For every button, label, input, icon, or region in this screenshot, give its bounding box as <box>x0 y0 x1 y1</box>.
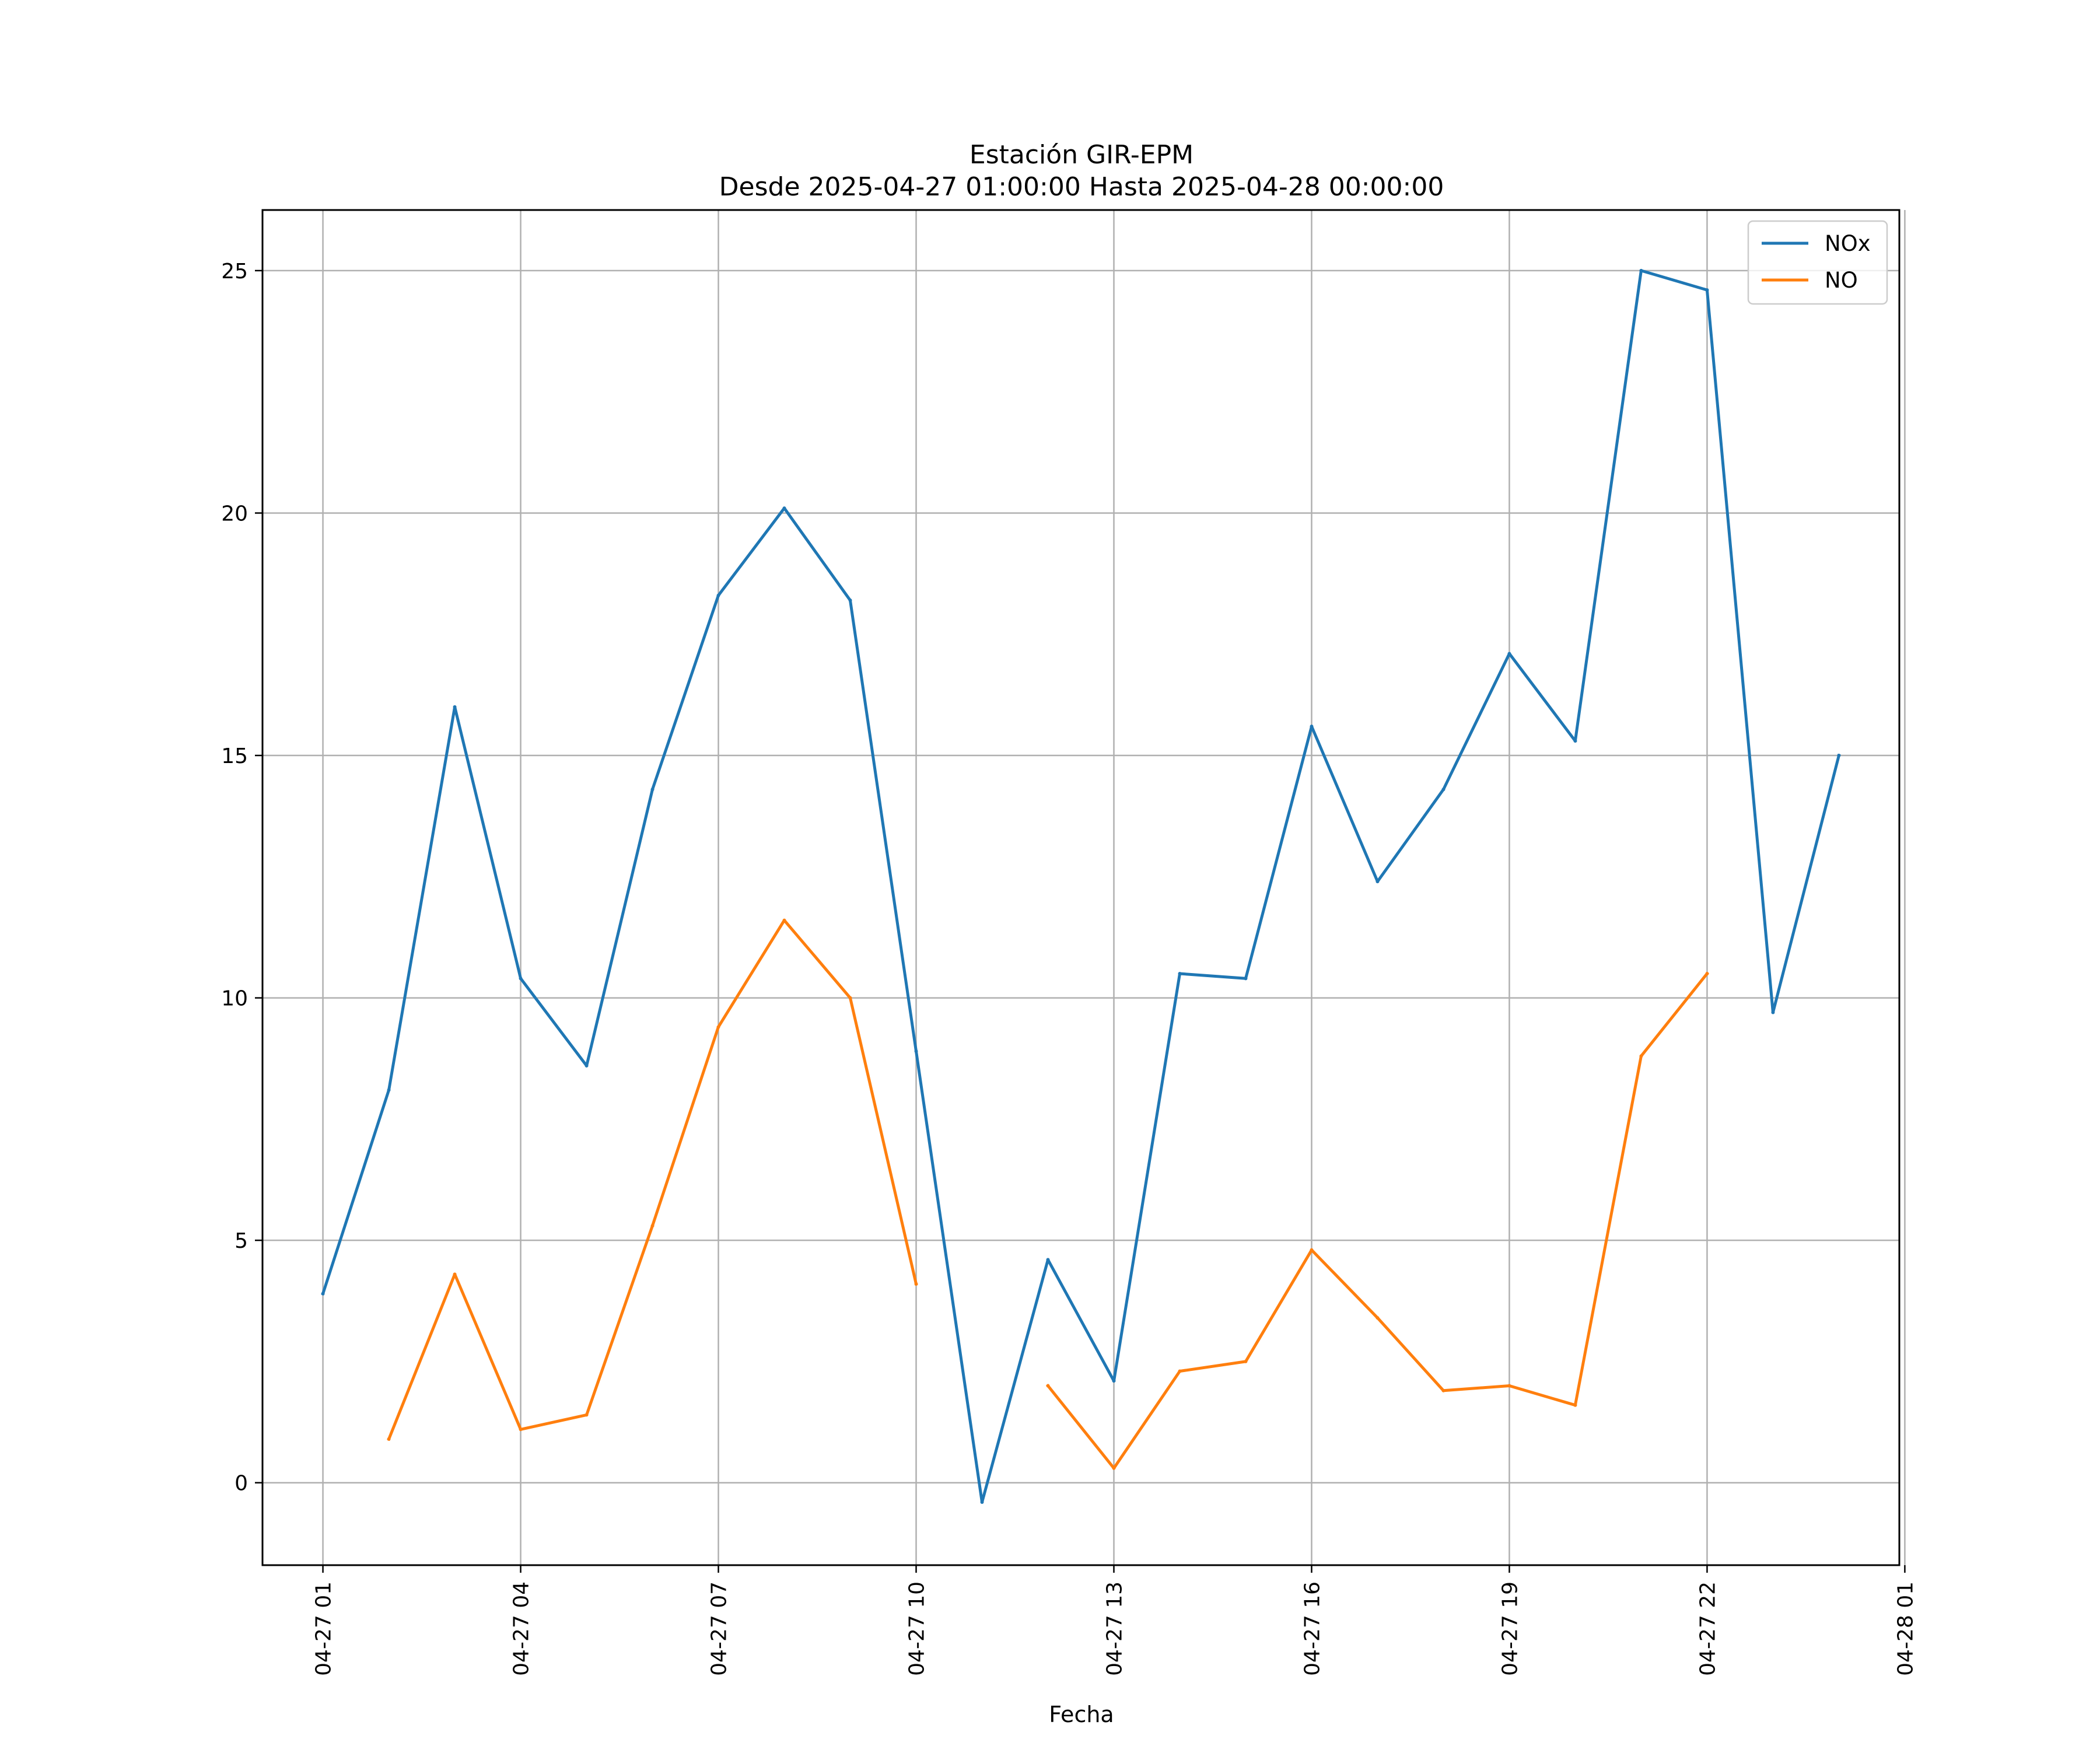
data-point-no <box>1112 1466 1116 1470</box>
x-tick-label: 04-27 16 <box>1300 1581 1324 1676</box>
y-tick-label: 10 <box>221 987 248 1011</box>
data-point-no <box>584 1413 589 1417</box>
x-tick-label: 04-27 22 <box>1696 1581 1720 1676</box>
data-point-no <box>519 1427 523 1432</box>
x-tick-label: 04-27 07 <box>708 1581 732 1676</box>
data-point-no <box>1244 1359 1248 1363</box>
data-point-no <box>782 918 786 922</box>
data-point-nox <box>650 788 654 792</box>
y-tick-label: 0 <box>235 1472 248 1496</box>
data-point-no <box>716 1025 720 1029</box>
data-point-nox <box>1178 972 1182 976</box>
x-axis-label: Fecha <box>1049 1702 1114 1727</box>
chart-subtitle: Desde 2025-04-27 01:00:00 Hasta 2025-04-… <box>719 172 1444 202</box>
data-point-nox <box>716 593 720 597</box>
data-point-nox <box>1507 652 1511 656</box>
data-point-no <box>1310 1248 1314 1252</box>
data-point-nox <box>1573 739 1577 743</box>
data-point-no <box>650 1224 654 1228</box>
data-point-nox <box>321 1292 325 1296</box>
x-tick-label: 04-28 01 <box>1894 1581 1917 1676</box>
y-tick-label: 25 <box>221 260 248 284</box>
data-point-nox <box>453 705 457 709</box>
data-point-no <box>1178 1369 1182 1373</box>
x-tick-label: 04-27 10 <box>905 1581 929 1676</box>
data-point-nox <box>782 506 786 510</box>
data-point-no <box>1705 972 1709 976</box>
plot-frame <box>261 209 1901 1566</box>
data-point-no <box>1507 1384 1511 1388</box>
y-tick-label: 20 <box>221 502 248 526</box>
y-axis: 0 5 10 15 20 25 <box>221 260 262 1496</box>
x-tick-label: 04-27 01 <box>312 1581 336 1676</box>
data-point-no <box>1573 1403 1577 1407</box>
data-point-nox <box>1310 725 1314 729</box>
data-point-no <box>848 996 852 1000</box>
chart-title: Estación GIR-EPM <box>970 140 1194 170</box>
data-point-nox <box>848 599 852 603</box>
x-tick-label: 04-27 19 <box>1498 1581 1522 1676</box>
x-tick-label: 04-27 04 <box>510 1581 534 1676</box>
data-point-nox <box>1771 1010 1775 1014</box>
data-point-nox <box>980 1500 984 1504</box>
legend: NOx NO <box>1747 220 1888 305</box>
y-tick-label: 15 <box>221 744 248 768</box>
data-point-nox <box>1046 1258 1050 1262</box>
data-point-no <box>1376 1316 1380 1320</box>
x-tick-label: 04-27 13 <box>1102 1581 1126 1676</box>
data-point-nox <box>1441 788 1446 792</box>
data-point-nox <box>1376 880 1380 884</box>
y-tick-label: 5 <box>235 1229 248 1253</box>
legend-label-no: NO <box>1825 268 1858 293</box>
series-lines <box>321 268 1841 1504</box>
data-point-nox <box>387 1088 391 1092</box>
series-line-nox <box>321 269 1841 1504</box>
data-point-nox <box>1244 977 1248 981</box>
data-point-nox <box>1705 288 1709 292</box>
legend-label-nox: NOx <box>1825 231 1871 256</box>
data-point-nox <box>1837 754 1841 758</box>
data-point-nox <box>1112 1379 1116 1383</box>
data-point-no <box>914 1282 918 1286</box>
data-point-no <box>387 1437 391 1441</box>
x-axis: 04-27 01 04-27 04 04-27 07 04-27 10 04-27 13… <box>312 1565 1917 1676</box>
data-point-nox <box>519 977 523 981</box>
data-point-nox <box>584 1063 589 1068</box>
data-point-nox <box>1639 268 1643 272</box>
data-point-no <box>1639 1054 1643 1058</box>
data-point-no <box>453 1272 457 1276</box>
data-point-no <box>1046 1384 1050 1388</box>
data-point-nox <box>914 1049 918 1054</box>
data-point-no <box>1441 1388 1446 1392</box>
